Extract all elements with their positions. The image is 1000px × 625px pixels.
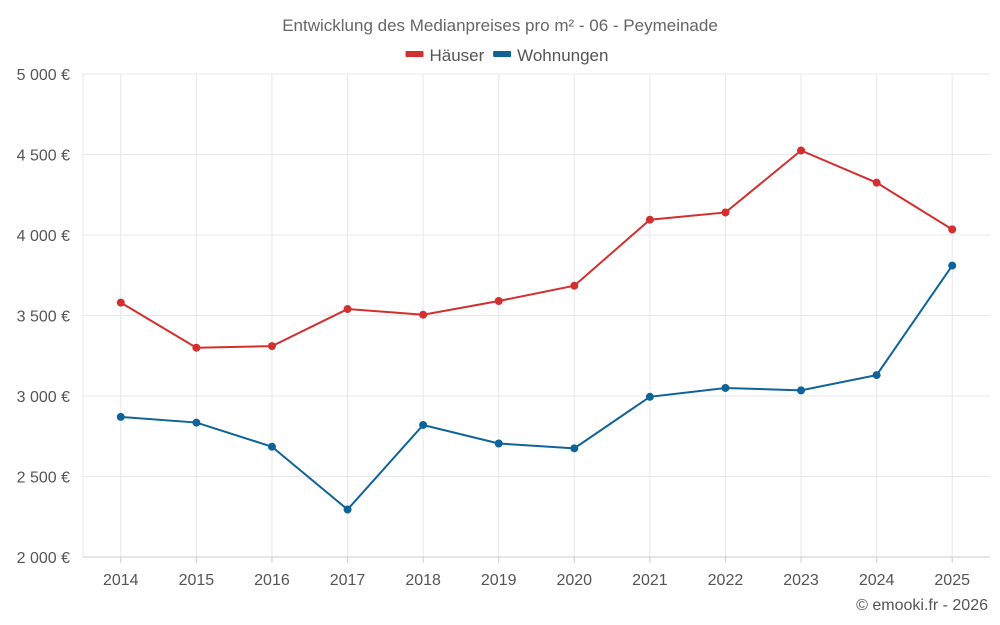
data-point-wohnungen[interactable] <box>192 418 201 427</box>
data-point-wohnungen[interactable] <box>645 392 654 401</box>
data-point-h-user[interactable] <box>343 305 352 314</box>
x-tick-label: 2021 <box>632 572 668 589</box>
y-tick-label: 3 500 € <box>17 309 70 326</box>
x-tick-label: 2023 <box>783 572 819 589</box>
legend-label-wohnungen[interactable]: Wohnungen <box>517 46 608 65</box>
data-point-wohnungen[interactable] <box>116 412 125 421</box>
y-tick-label: 4 000 € <box>17 228 70 245</box>
data-point-h-user[interactable] <box>494 297 503 306</box>
series-line-h-user <box>120 149 953 349</box>
data-point-h-user[interactable] <box>645 215 654 224</box>
data-point-wohnungen[interactable] <box>721 383 730 392</box>
data-point-wohnungen[interactable] <box>494 439 503 448</box>
y-tick-label: 2 500 € <box>17 470 70 487</box>
x-tick-label: 2022 <box>708 572 744 589</box>
x-tick-label: 2024 <box>859 572 895 589</box>
series-line-wohnungen <box>120 265 954 511</box>
x-tick-label: 2016 <box>254 572 290 589</box>
legend-label-h-user[interactable]: Häuser <box>430 46 485 65</box>
series-layer <box>116 146 957 514</box>
data-point-wohnungen[interactable] <box>797 386 806 395</box>
x-tick-label: 2015 <box>179 572 215 589</box>
axis-layer: 2 000 € 2 500 € 3 000 € 3 500 € 4 000 € 4 500… <box>17 67 990 589</box>
x-tick-label: 2014 <box>103 572 139 589</box>
y-tick-label: 3 000 € <box>17 389 70 406</box>
data-point-h-user[interactable] <box>419 310 428 319</box>
data-point-h-user[interactable] <box>948 225 957 234</box>
credit-text: © emooki.fr - 2026 <box>856 597 988 614</box>
data-point-wohnungen[interactable] <box>343 505 352 514</box>
grid-layer <box>83 73 990 557</box>
legend-swatch-wohnungen <box>493 51 512 57</box>
x-tick-label: 2018 <box>405 572 441 589</box>
data-point-h-user[interactable] <box>192 343 201 352</box>
x-tick-label: 2025 <box>934 572 970 589</box>
x-tick-label: 2020 <box>556 572 592 589</box>
y-tick-label: 4 500 € <box>17 148 70 165</box>
data-point-h-user[interactable] <box>721 208 730 217</box>
data-point-h-user[interactable] <box>116 298 125 307</box>
x-tick-label: 2017 <box>330 572 366 589</box>
y-tick-label: 2 000 € <box>17 550 70 567</box>
data-point-h-user[interactable] <box>872 178 881 187</box>
data-point-wohnungen[interactable] <box>570 444 579 453</box>
data-point-wohnungen[interactable] <box>948 261 957 270</box>
legend-swatch-h-user <box>405 51 424 57</box>
y-tick-label: 5 000 € <box>17 67 70 84</box>
legend: Häuser Wohnungen <box>405 46 608 65</box>
data-point-wohnungen[interactable] <box>267 442 276 451</box>
data-point-h-user[interactable] <box>797 146 806 155</box>
data-point-h-user[interactable] <box>570 281 579 290</box>
data-point-wohnungen[interactable] <box>419 420 428 429</box>
chart-title: Entwicklung des Medianpreises pro m² - 0… <box>282 16 718 35</box>
x-tick-label: 2019 <box>481 572 517 589</box>
data-point-h-user[interactable] <box>267 342 276 351</box>
data-point-wohnungen[interactable] <box>872 371 881 380</box>
